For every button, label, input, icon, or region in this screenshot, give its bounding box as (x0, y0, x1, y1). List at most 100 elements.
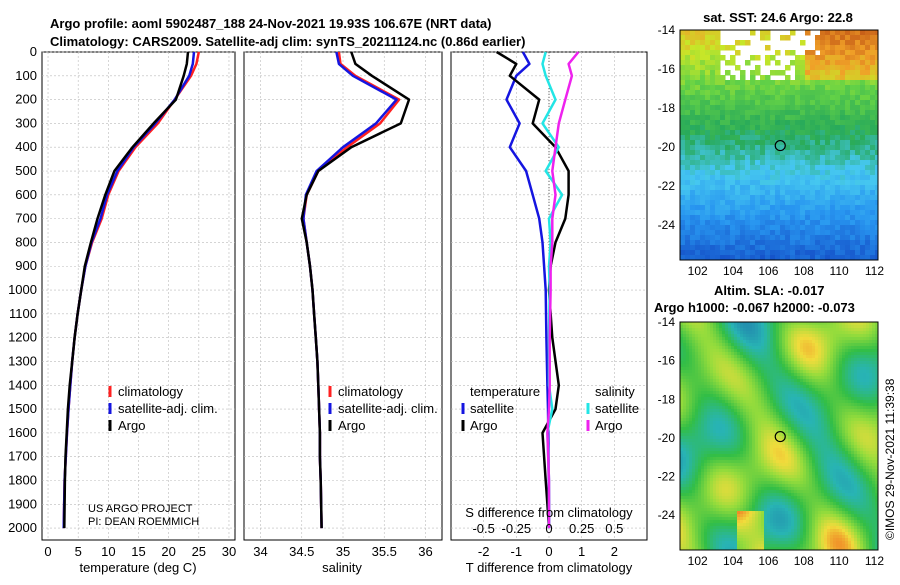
map-cell (870, 250, 876, 256)
map-cell (860, 210, 866, 216)
map-cell (790, 120, 796, 126)
map-cell (845, 215, 851, 221)
map-cell (755, 125, 761, 131)
map-cell (728, 322, 732, 326)
map-cell (845, 140, 851, 146)
map-cell (715, 80, 721, 86)
map-cell (845, 225, 851, 231)
map-cell (698, 409, 702, 413)
map-cell (824, 325, 828, 329)
map-cell (722, 343, 726, 347)
map-cell (812, 391, 816, 395)
map-cell (752, 400, 756, 404)
map-cell (845, 80, 851, 86)
map-cell (830, 433, 834, 437)
map-cell (725, 400, 729, 404)
map-cell (735, 80, 741, 86)
map-cell (835, 100, 841, 106)
map-cell (863, 388, 867, 392)
map-cell (845, 115, 851, 121)
map-cell (698, 382, 702, 386)
map-cell (865, 200, 871, 206)
map-cell (795, 245, 801, 251)
map-cell (755, 436, 759, 440)
map-cell (722, 442, 726, 446)
map-cell (872, 340, 876, 344)
map-cell (743, 373, 747, 377)
map-cell (854, 454, 858, 458)
map-cell (767, 454, 771, 458)
map-cell (685, 65, 691, 71)
map-cell (710, 240, 716, 246)
map-cell (758, 445, 762, 449)
map-cell (840, 55, 846, 61)
map-cell (815, 75, 821, 81)
map-cell (865, 225, 871, 231)
map-cell (803, 412, 807, 416)
map-cell (820, 75, 826, 81)
map-cell (842, 385, 846, 389)
map-cell (810, 145, 816, 151)
map-cell (788, 376, 792, 380)
map-cell (746, 391, 750, 395)
map-cell (695, 448, 699, 452)
map-cell (760, 30, 766, 36)
map-cell (686, 382, 690, 386)
map-cell (785, 397, 789, 401)
map-cell (705, 130, 711, 136)
map-cell (737, 349, 741, 353)
map-cell (818, 427, 822, 431)
map-cell (872, 397, 876, 401)
map-cell (685, 210, 691, 216)
map-cell (848, 358, 852, 362)
map-cell (857, 328, 861, 332)
map-cell (767, 355, 771, 359)
map-cell (866, 403, 870, 407)
map-cell (815, 439, 819, 443)
map-cell (728, 421, 732, 425)
map-cell (740, 90, 746, 96)
sst-map-title: sat. SST: 24.6 Argo: 22.8 (703, 10, 853, 25)
map-cell (765, 245, 771, 251)
map-cell (857, 403, 861, 407)
map-cell (755, 150, 761, 156)
map-cell (845, 406, 849, 410)
map-cell (680, 30, 686, 36)
map-cell (827, 367, 831, 371)
map-cell (860, 120, 866, 126)
map-cell (760, 150, 766, 156)
map-cell (872, 451, 876, 455)
map-cell (812, 343, 816, 347)
map-cell (761, 388, 765, 392)
map-cell (800, 240, 806, 246)
map-cell (815, 334, 819, 338)
map-cell (685, 185, 691, 191)
map-cell (698, 406, 702, 410)
map-cell (839, 337, 843, 341)
map-cell (805, 90, 811, 96)
map-cell (833, 424, 837, 428)
map-cell (866, 424, 870, 428)
map-cell (825, 160, 831, 166)
map-cell (752, 454, 756, 458)
map-cell (805, 110, 811, 116)
map-cell (761, 454, 765, 458)
map-cell (850, 135, 856, 141)
map-cell (686, 352, 690, 356)
map-cell (764, 370, 768, 374)
map-cell (680, 110, 686, 116)
map-cell (700, 185, 706, 191)
map-cell (770, 376, 774, 380)
map-cell (854, 424, 858, 428)
map-cell (790, 205, 796, 211)
map-cell (836, 364, 840, 368)
map-cell (710, 205, 716, 211)
map-cell (815, 352, 819, 356)
map-cell (701, 460, 705, 464)
map-cell (791, 424, 795, 428)
map-cell (740, 337, 744, 341)
map-cell (734, 409, 738, 413)
map-cell (815, 328, 819, 332)
map-cell (737, 457, 741, 461)
map-cell (755, 180, 761, 186)
